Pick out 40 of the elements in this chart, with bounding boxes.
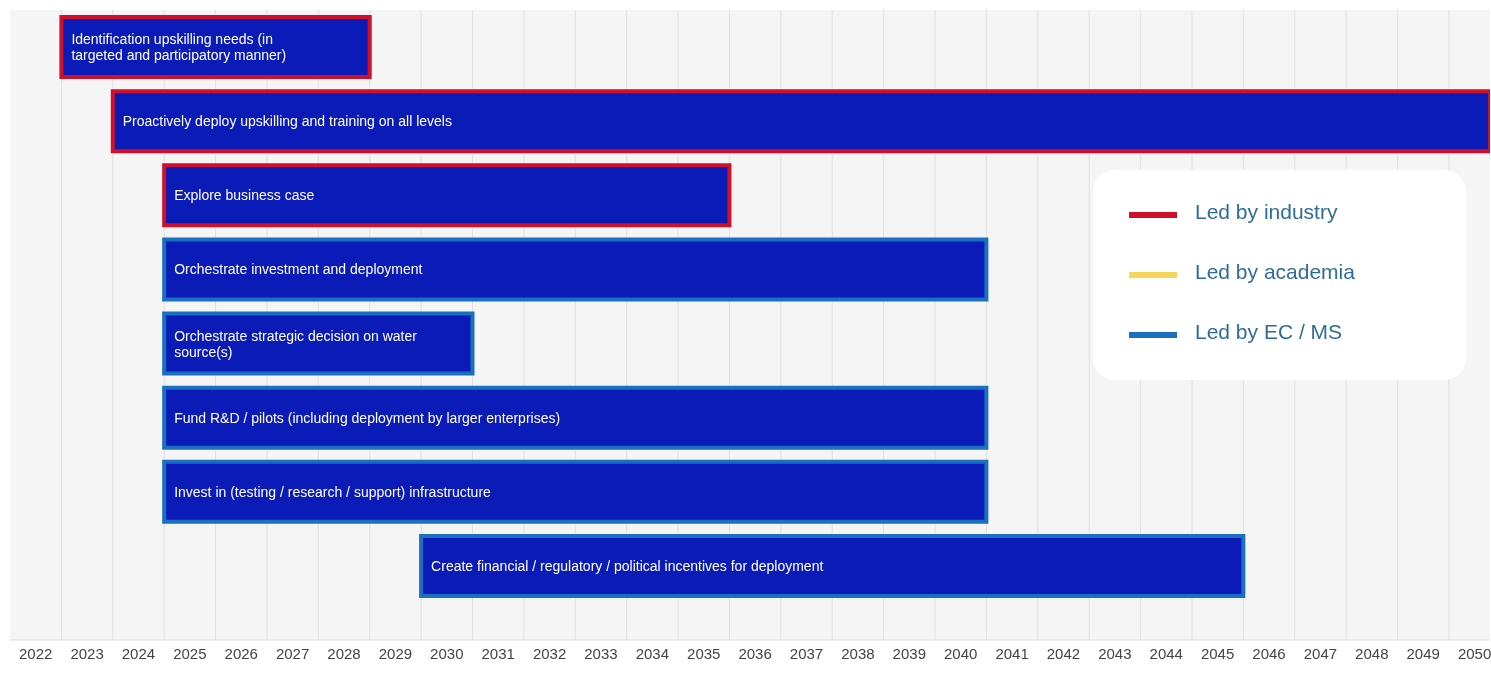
x-tick-label: 2049 [1406, 644, 1440, 662]
x-tick-label: 2037 [789, 644, 824, 662]
x-tick-label: 2050 [1457, 644, 1491, 662]
legend-label: Led by academia [1195, 260, 1355, 283]
x-tick-label: 2040 [944, 644, 978, 662]
x-tick-label: 2032 [532, 644, 567, 662]
legend-label: Led by EC / MS [1195, 320, 1343, 343]
y-tick-label: Fund R&D / pilots (including deployment by larger enterprises) [174, 409, 561, 426]
x-tick-label: 2041 [995, 644, 1029, 662]
x-tick-label: 2034 [635, 644, 670, 662]
x-tick-label: 2042 [1046, 644, 1081, 662]
x-tick-label: 2022 [19, 644, 53, 662]
x-tick-label: 2047 [1303, 644, 1338, 662]
x-tick-label: 2025 [173, 644, 207, 662]
y-tick-label: Orchestrate strategic decision on water source(s) [174, 327, 418, 360]
x-tick-label: 2026 [224, 644, 258, 662]
legend-label: Led by industry [1195, 200, 1338, 223]
y-tick-label: Create financial / regulatory / political incentives for deployment [431, 557, 824, 574]
x-tick-label: 2035 [687, 644, 721, 662]
x-tick-label: 2031 [481, 644, 515, 662]
y-tick-label: Proactively deploy upskilling and training on all levels [122, 113, 452, 130]
x-tick-label: 2023 [70, 644, 104, 662]
x-tick-label: 2038 [841, 644, 875, 662]
x-tick-label: 2036 [738, 644, 772, 662]
x-tick-label: 2039 [892, 644, 926, 662]
x-tick-label: 2048 [1355, 644, 1389, 662]
x-tick-label: 2044 [1149, 644, 1183, 662]
x-tick-label: 2045 [1200, 644, 1235, 662]
y-tick-label: Explore business case [174, 187, 315, 204]
x-tick-label: 2043 [1098, 644, 1132, 662]
y-tick-label: Identification upskilling needs (in targeted and participatory manner) [71, 31, 287, 63]
y-tick-label: Orchestrate investment and deployment [174, 261, 423, 278]
x-tick-label: 2033 [584, 644, 618, 662]
x-tick-label: 2027 [275, 644, 310, 662]
y-tick-label: Invest in (testing / research / support) infrastructure [174, 483, 492, 500]
x-tick-label: 2046 [1252, 644, 1286, 662]
x-tick-label: 2024 [121, 644, 156, 662]
x-tick-label: 2028 [327, 644, 361, 662]
x-tick-label: 2030 [430, 644, 464, 662]
x-tick-label: 2029 [378, 644, 413, 662]
